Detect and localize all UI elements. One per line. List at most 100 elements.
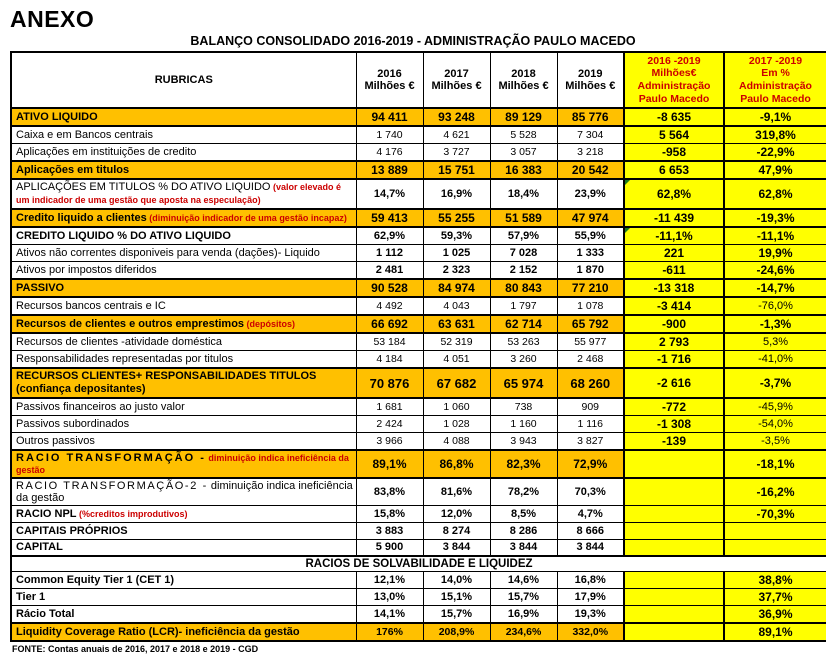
row-label: Passivos subordinados xyxy=(10,414,357,433)
cell-2017: 15 751 xyxy=(422,160,491,180)
cell-2016: 1 740 xyxy=(355,125,424,144)
cell-2019: 17,9% xyxy=(556,588,625,607)
cell-2017: 1 060 xyxy=(422,397,491,416)
table-row-19: RACIO TRANSFORMAÇÃO-2 - diminuição indic… xyxy=(10,477,826,506)
cell-2016: 14,1% xyxy=(355,605,424,624)
comment-marker-icon xyxy=(626,180,630,185)
row-label: Passivos financeiros ao justo valor xyxy=(10,397,357,416)
header-year-unit: Milhões € xyxy=(498,80,549,92)
cell-2016: 62,9% xyxy=(355,226,424,246)
cell-2017: 15,1% xyxy=(422,588,491,607)
cell-2017: 14,0% xyxy=(422,571,491,590)
cell-2016: 83,8% xyxy=(355,477,424,506)
table-row-15: Passivos financeiros ao justo valor 1 681… xyxy=(10,397,826,416)
cell-2019: 332,0% xyxy=(556,622,625,643)
row-label-note: (valor elevado é um indicador de uma ges… xyxy=(16,182,342,206)
cell-2016: 12,1% xyxy=(355,571,424,590)
header-2016: 2016 Milhões € xyxy=(355,51,424,109)
row-label-text: APLICAÇÕES EM TITULOS % DO ATIVO LIQUIDO xyxy=(16,181,271,193)
row-label: CREDITO LIQUIDO % DO ATIVO LIQUIDO xyxy=(10,226,357,246)
cell-2018: 5 528 xyxy=(489,125,558,144)
cell-2016: 59 413 xyxy=(355,208,424,229)
row-label: Aplicações em instituições de credito xyxy=(10,143,357,162)
cell-2017: 93 248 xyxy=(422,107,491,127)
cell-2017: 86,8% xyxy=(422,448,491,479)
cell-2019: 19,3% xyxy=(556,605,625,624)
header-delta-abs-line: Milhões€ xyxy=(651,67,697,80)
row-label-text: Ativos não correntes disponiveis para ve… xyxy=(16,247,320,260)
table-title: BALANÇO CONSOLIDADO 2016-2019 - ADMINIST… xyxy=(190,34,636,48)
cell-delta-pct: 47,9% xyxy=(723,160,826,180)
header-row: RUBRICAS 2016 Milhões € 2017 Milhões € 2… xyxy=(10,51,826,109)
cell-2017: 208,9% xyxy=(422,622,491,643)
row-label: APLICAÇÕES EM TITULOS % DO ATIVO LIQUIDO… xyxy=(10,178,357,210)
row-label: Recursos de clientes e outros emprestimo… xyxy=(10,314,357,335)
table-row-2: Aplicações em instituições de credito 4 1… xyxy=(10,143,826,162)
row-label: Rácio Total xyxy=(10,605,357,624)
cell-2016: 66 692 xyxy=(355,314,424,335)
row-label-text: Recursos de clientes -atividade doméstic… xyxy=(16,336,223,349)
cell-2017: 1 025 xyxy=(422,244,491,263)
row-label: RECURSOS CLIENTES+ RESPONSABILIDADES TIT… xyxy=(10,367,357,399)
row-label-text: Passivos subordinados xyxy=(16,417,130,430)
table-row-25: Tier 1 13,0% 15,1% 15,7% 17,9% 37,7% xyxy=(10,588,826,607)
cell-2016: 1 112 xyxy=(355,244,424,263)
header-rubricas: RUBRICAS xyxy=(10,51,357,109)
cell-delta-pct: 38,8% xyxy=(723,571,826,590)
cell-2019: 72,9% xyxy=(556,448,625,479)
cell-2017: 4 051 xyxy=(422,350,491,369)
header-delta-abs: 2016 -2019 Milhões€ Administração Paulo … xyxy=(623,51,725,109)
row-label: Recursos de clientes -atividade doméstic… xyxy=(10,332,357,352)
table-row-11: Recursos de clientes e outros emprestimo… xyxy=(10,314,826,335)
cell-delta-abs: -1 308 xyxy=(623,414,725,433)
header-delta-pct-line: Em % xyxy=(761,67,790,80)
cell-2019: 1 116 xyxy=(556,414,625,433)
cell-delta-pct: 36,9% xyxy=(723,605,826,624)
cell-2019: 85 776 xyxy=(556,107,625,127)
cell-2018: 7 028 xyxy=(489,244,558,263)
cell-delta-pct: 319,8% xyxy=(723,125,826,144)
cell-2018: 62 714 xyxy=(489,314,558,335)
cell-2018: 3 943 xyxy=(489,431,558,451)
cell-delta-pct: -41,0% xyxy=(723,350,826,369)
cell-2017: 81,6% xyxy=(422,477,491,506)
header-2017: 2017 Milhões € xyxy=(422,51,491,109)
cell-2016: 90 528 xyxy=(355,278,424,299)
cell-2019: 77 210 xyxy=(556,278,625,299)
cell-2019: 65 792 xyxy=(556,314,625,335)
cell-2016: 3 966 xyxy=(355,431,424,451)
cell-2017: 2 323 xyxy=(422,261,491,280)
table-row-27: Liquidity Coverage Ratio (LCR)- ineficiê… xyxy=(10,622,826,643)
row-label: Caixa e em Bancos centrais xyxy=(10,125,357,144)
header-delta-abs-line: Paulo Macedo xyxy=(638,92,710,105)
row-label-text: Outros passivos xyxy=(16,434,95,447)
cell-2018: 53 263 xyxy=(489,332,558,352)
cell-delta-pct: -45,9% xyxy=(723,397,826,416)
cell-2018: 234,6% xyxy=(489,622,558,643)
table-row-20: RACIO NPL (%creditos improdutivos) 15,8% 1… xyxy=(10,504,826,523)
cell-2016: 94 411 xyxy=(355,107,424,127)
cell-2017: 59,3% xyxy=(422,226,491,246)
row-label-text: Aplicações em titulos xyxy=(16,164,130,176)
row-label: Liquidity Coverage Ratio (LCR)- ineficiê… xyxy=(10,622,357,643)
cell-2016: 2 424 xyxy=(355,414,424,433)
row-label-text: ATIVO LIQUIDO xyxy=(16,111,98,123)
cell-delta-pct: -70,3% xyxy=(723,504,826,523)
cell-2016: 4 184 xyxy=(355,350,424,369)
cell-delta-abs xyxy=(623,605,725,624)
row-label: Outros passivos xyxy=(10,431,357,451)
cell-delta-abs: -900 xyxy=(623,314,725,335)
row-label-text: RACIO TRANSFORMAÇÃO-2 - xyxy=(16,479,208,492)
cell-2017: 3 727 xyxy=(422,143,491,162)
cell-2017: 55 255 xyxy=(422,208,491,229)
cell-2016: 70 876 xyxy=(355,367,424,399)
cell-delta-abs: -3 414 xyxy=(623,296,725,316)
cell-delta-abs xyxy=(623,588,725,607)
cell-2018: 51 589 xyxy=(489,208,558,229)
row-label-note: diminuição indica ineficiência da gestão xyxy=(16,479,353,504)
cell-delta-abs: 62,8% xyxy=(623,178,725,210)
cell-2017: 63 631 xyxy=(422,314,491,335)
cell-2019: 70,3% xyxy=(556,477,625,506)
header-year-unit: Milhões € xyxy=(431,80,482,92)
cell-delta-abs: -13 318 xyxy=(623,278,725,299)
